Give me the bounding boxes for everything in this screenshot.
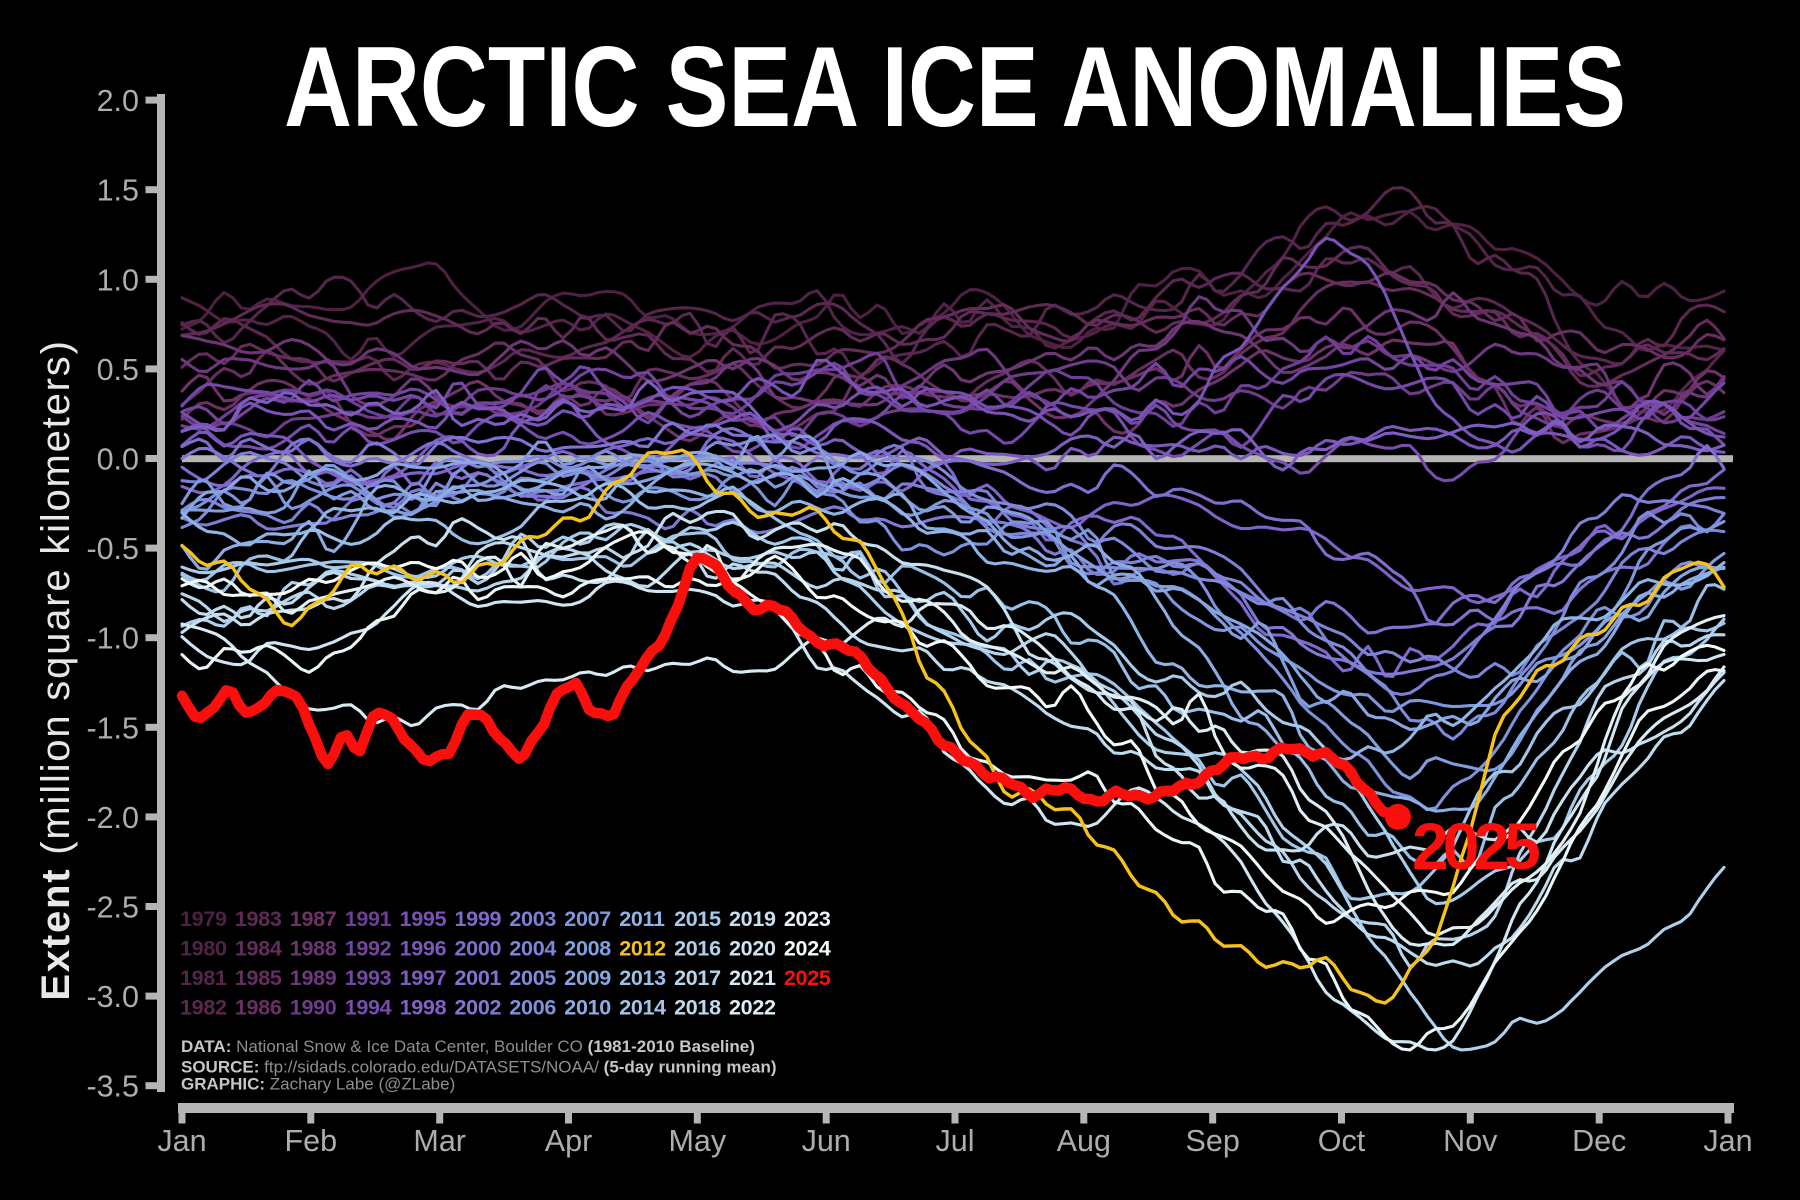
svg-text:2008: 2008: [564, 937, 611, 961]
svg-text:SOURCE: ftp://sidads.colorado.: SOURCE: ftp://sidads.colorado.edu/DATASE…: [181, 1058, 777, 1077]
svg-text:1985: 1985: [235, 966, 282, 990]
svg-text:1987: 1987: [290, 907, 337, 931]
svg-text:1992: 1992: [345, 937, 392, 961]
svg-text:-1.5: -1.5: [86, 711, 139, 745]
svg-text:1995: 1995: [400, 907, 447, 931]
svg-text:2001: 2001: [455, 966, 502, 990]
svg-text:-1.0: -1.0: [86, 622, 139, 656]
svg-text:2024: 2024: [784, 937, 831, 961]
svg-text:Jun: Jun: [802, 1124, 851, 1158]
svg-text:2.0: 2.0: [97, 84, 139, 118]
svg-text:1993: 1993: [345, 966, 392, 990]
svg-text:2023: 2023: [784, 907, 831, 931]
svg-text:1981: 1981: [180, 966, 227, 990]
svg-text:2000: 2000: [455, 937, 502, 961]
svg-text:GRAPHIC: Zachary Labe (@ZLabe): GRAPHIC: Zachary Labe (@ZLabe): [181, 1075, 455, 1094]
svg-text:2015: 2015: [674, 907, 721, 931]
svg-text:2003: 2003: [509, 907, 556, 931]
svg-text:1979: 1979: [180, 907, 227, 931]
svg-text:1999: 1999: [455, 907, 502, 931]
svg-text:2018: 2018: [674, 996, 721, 1020]
svg-text:Jan: Jan: [1703, 1124, 1752, 1158]
svg-text:Nov: Nov: [1443, 1124, 1498, 1158]
svg-text:2010: 2010: [564, 996, 611, 1020]
svg-text:1994: 1994: [345, 996, 392, 1020]
svg-text:2020: 2020: [729, 937, 776, 961]
svg-text:2004: 2004: [509, 937, 556, 961]
svg-text:2022: 2022: [729, 996, 776, 1020]
svg-text:Apr: Apr: [545, 1124, 592, 1158]
svg-text:2025: 2025: [784, 966, 831, 990]
svg-text:Extent (million square kilomet: Extent (million square kilometers): [34, 339, 78, 1000]
svg-text:1983: 1983: [235, 907, 282, 931]
svg-text:2011: 2011: [619, 907, 665, 931]
svg-text:1982: 1982: [180, 996, 227, 1020]
svg-text:-2.5: -2.5: [86, 891, 139, 925]
svg-text:Feb: Feb: [285, 1124, 338, 1158]
svg-text:Mar: Mar: [413, 1124, 466, 1158]
svg-text:2002: 2002: [455, 996, 502, 1020]
svg-text:2025: 2025: [1412, 809, 1539, 883]
svg-text:2021: 2021: [729, 966, 776, 990]
svg-text:2016: 2016: [674, 937, 721, 961]
svg-text:1998: 1998: [400, 996, 447, 1020]
svg-text:1997: 1997: [400, 966, 447, 990]
svg-text:Aug: Aug: [1057, 1124, 1111, 1158]
svg-text:2006: 2006: [509, 996, 556, 1020]
svg-text:Dec: Dec: [1572, 1124, 1626, 1158]
svg-text:-0.5: -0.5: [86, 532, 139, 566]
svg-text:DATA: National Snow & Ice Data: DATA: National Snow & Ice Data Center, B…: [181, 1037, 755, 1056]
svg-text:1991: 1991: [345, 907, 392, 931]
svg-text:-3.0: -3.0: [86, 980, 139, 1014]
svg-text:May: May: [668, 1124, 726, 1158]
svg-text:2019: 2019: [729, 907, 776, 931]
svg-text:Sep: Sep: [1186, 1124, 1240, 1158]
svg-text:1980: 1980: [180, 937, 227, 961]
svg-text:-2.0: -2.0: [86, 801, 139, 835]
svg-text:1984: 1984: [235, 937, 282, 961]
svg-text:-3.5: -3.5: [86, 1070, 139, 1104]
svg-text:2017: 2017: [674, 966, 721, 990]
svg-text:2012: 2012: [619, 937, 666, 961]
svg-text:1986: 1986: [235, 996, 282, 1020]
svg-text:1.0: 1.0: [97, 263, 139, 297]
svg-text:1990: 1990: [290, 996, 337, 1020]
svg-text:2007: 2007: [564, 907, 611, 931]
svg-text:2014: 2014: [619, 996, 666, 1020]
svg-text:0.0: 0.0: [97, 443, 139, 477]
svg-text:1988: 1988: [290, 937, 337, 961]
svg-text:1.5: 1.5: [97, 174, 139, 208]
svg-text:2009: 2009: [564, 966, 611, 990]
svg-text:Oct: Oct: [1318, 1124, 1366, 1158]
svg-text:Jan: Jan: [157, 1124, 206, 1158]
svg-text:0.5: 0.5: [97, 353, 139, 387]
svg-text:1996: 1996: [400, 937, 447, 961]
svg-text:2005: 2005: [509, 966, 556, 990]
svg-text:Jul: Jul: [936, 1124, 975, 1158]
svg-text:2013: 2013: [619, 966, 666, 990]
svg-text:ARCTIC SEA ICE ANOMALIES: ARCTIC SEA ICE ANOMALIES: [284, 24, 1626, 151]
svg-text:1989: 1989: [290, 966, 337, 990]
